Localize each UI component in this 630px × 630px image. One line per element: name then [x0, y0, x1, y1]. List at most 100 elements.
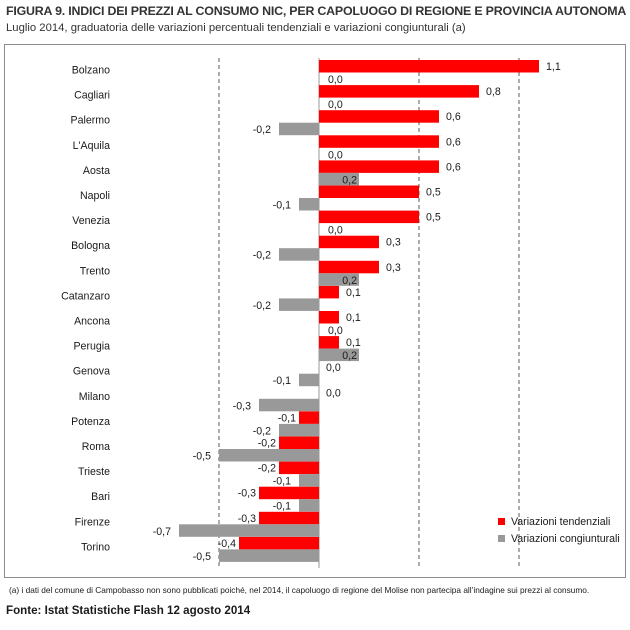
- data-label-congiunturali: 0,2: [342, 174, 357, 186]
- legend-label: Variazioni tendenziali: [511, 516, 610, 528]
- bar-congiunturali: [279, 423, 319, 437]
- data-label-congiunturali: -0,2: [253, 425, 271, 437]
- bar-congiunturali: [279, 122, 319, 136]
- bar-congiunturali: [299, 373, 319, 387]
- bar-tendenziali: [279, 461, 319, 475]
- category-label: Perugia: [73, 341, 110, 353]
- category-label: Napoli: [80, 190, 110, 202]
- bar-congiunturali: [319, 172, 359, 186]
- data-label-tendenziali: -0,1: [278, 412, 296, 424]
- bar-congiunturali: [319, 273, 359, 286]
- bar-tendenziali: [319, 210, 419, 224]
- data-label-congiunturali: -0,2: [253, 124, 271, 136]
- data-label-congiunturali: -0,1: [273, 501, 291, 513]
- data-label-tendenziali: 0,3: [386, 237, 401, 249]
- bar-tendenziali: [259, 486, 319, 500]
- bar-congiunturali: [219, 549, 319, 562]
- category-label: Venezia: [72, 215, 110, 227]
- data-label-tendenziali: -0,2: [258, 438, 276, 450]
- data-label-tendenziali: 1,1: [546, 61, 561, 73]
- category-label: Genova: [73, 366, 110, 378]
- data-label-tendenziali: 0,6: [446, 161, 461, 173]
- data-label-tendenziali: 0,8: [486, 86, 501, 98]
- data-label-tendenziali: 0,0: [326, 362, 341, 374]
- data-label-tendenziali: 0,1: [346, 287, 361, 299]
- bar-layer: [179, 60, 539, 562]
- label-layer: Bolzano 1,1 0,0 Cagliari 0,8 0,0 Palermo 0,6 -0,…: [61, 61, 561, 563]
- category-label: Catanzaro: [61, 290, 110, 302]
- bar-tendenziali: [319, 285, 339, 299]
- bar-tendenziali: [319, 260, 379, 274]
- category-label: Ancona: [74, 316, 110, 328]
- bar-tendenziali: [239, 536, 319, 550]
- category-label: Bologna: [71, 240, 110, 252]
- category-label: Palermo: [71, 115, 111, 127]
- category-label: Trento: [80, 265, 110, 277]
- category-label: Trieste: [78, 466, 110, 478]
- category-label: Bari: [91, 491, 110, 503]
- bar-tendenziali: [319, 60, 539, 73]
- bar-tendenziali: [299, 411, 319, 424]
- category-label: Milano: [79, 391, 110, 403]
- bar-congiunturali: [179, 524, 319, 537]
- bar-congiunturali: [299, 474, 319, 487]
- category-label: L'Aquila: [73, 140, 110, 152]
- bar-congiunturali: [279, 248, 319, 261]
- bar-congiunturali: [279, 298, 319, 311]
- data-label-tendenziali: 0,5: [426, 187, 441, 199]
- data-label-congiunturali: -0,5: [193, 451, 211, 463]
- bar-tendenziali: [279, 436, 319, 449]
- footnote: (a) i dati del comune di Campobasso non …: [9, 585, 590, 595]
- data-label-congiunturali: 0,2: [342, 275, 357, 287]
- data-label-tendenziali: -0,2: [258, 463, 276, 475]
- data-label-congiunturali: -0,5: [193, 551, 211, 563]
- data-label-tendenziali: 0,3: [386, 262, 401, 274]
- bar-congiunturali: [299, 198, 319, 211]
- bar-congiunturali: [299, 499, 319, 512]
- data-label-tendenziali: -0,3: [238, 488, 256, 500]
- bar-congiunturali: [259, 398, 319, 412]
- chart-title: FIGURA 9. INDICI DEI PREZZI AL CONSUMO N…: [6, 4, 627, 18]
- data-label-congiunturali: -0,2: [253, 250, 271, 262]
- category-label: Torino: [81, 541, 110, 553]
- data-label-tendenziali: 0,6: [446, 136, 461, 148]
- data-label-congiunturali: 0,0: [328, 325, 343, 337]
- bar-tendenziali: [259, 511, 319, 525]
- data-label-tendenziali: 0,5: [426, 212, 441, 224]
- category-label: Bolzano: [72, 65, 110, 77]
- chart-frame: [4, 44, 626, 578]
- legend: Variazioni tendenziali Variazioni congiun…: [498, 516, 620, 545]
- category-label: Potenza: [71, 416, 110, 428]
- data-label-congiunturali: -0,3: [233, 400, 251, 412]
- category-label: Cagliari: [74, 90, 110, 102]
- data-label-tendenziali: 0,1: [346, 312, 361, 324]
- category-label: Roma: [82, 441, 110, 453]
- data-label-congiunturali: 0,0: [328, 225, 343, 237]
- bar-tendenziali: [319, 110, 439, 123]
- bar-tendenziali: [319, 235, 379, 249]
- data-label-tendenziali: 0,6: [446, 111, 461, 123]
- data-label-congiunturali: -0,1: [273, 476, 291, 488]
- data-label-congiunturali: 0,0: [328, 74, 343, 86]
- bar-congiunturali: [319, 348, 359, 362]
- category-label: Aosta: [83, 165, 110, 177]
- chart-subtitle: Luglio 2014, graduatoria delle variazion…: [6, 22, 466, 34]
- bar-tendenziali: [319, 85, 479, 98]
- data-label-congiunturali: 0,2: [342, 350, 357, 362]
- data-label-congiunturali: -0,2: [253, 300, 271, 312]
- data-label-congiunturali: -0,7: [153, 526, 171, 538]
- bar-tendenziali: [319, 185, 419, 198]
- bar-tendenziali: [319, 135, 439, 148]
- category-label: Firenze: [75, 516, 110, 528]
- data-label-congiunturali: 0,0: [328, 149, 343, 161]
- data-label-tendenziali: -0,4: [218, 538, 236, 550]
- data-label-congiunturali: 0,0: [328, 99, 343, 111]
- legend-label: Variazioni congiunturali: [511, 533, 620, 545]
- data-label-tendenziali: 0,1: [346, 337, 361, 349]
- legend-swatch: [498, 518, 505, 525]
- bar-tendenziali: [319, 311, 339, 324]
- legend-swatch: [498, 535, 505, 542]
- data-label-tendenziali: 0,0: [326, 387, 341, 399]
- data-label-tendenziali: -0,3: [238, 513, 256, 525]
